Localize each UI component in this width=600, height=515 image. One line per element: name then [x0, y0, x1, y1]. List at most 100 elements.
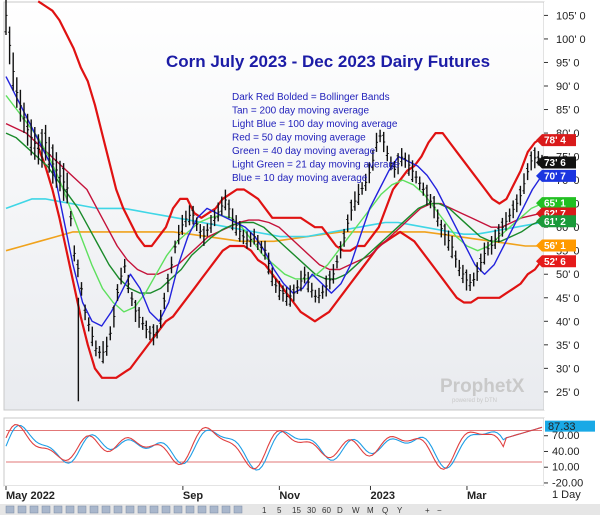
toolbar-icon	[29, 505, 39, 514]
toolbar-icon	[125, 505, 135, 514]
toolbar-icon	[17, 505, 27, 514]
stochastic-oscillator: 70.00 40.00 10.00 -20.00 87.33	[5, 420, 595, 489]
price-tag-box	[536, 255, 576, 268]
x-tick-label: Sep	[183, 490, 203, 502]
toolbar-icon	[137, 505, 147, 514]
toolbar-interval-button[interactable]: 5	[277, 506, 282, 515]
ma-21-line	[5, 94, 543, 313]
legend-note: Light Green = 21 day moving average	[232, 160, 400, 171]
price-tag-label: 65' 1	[544, 199, 566, 210]
y-tick-label: 85' 0	[556, 105, 580, 117]
toolbar-interval-button[interactable]: Y	[397, 506, 403, 515]
legend-note: Light Blue = 100 day moving average	[232, 119, 398, 130]
toolbar-interval-button[interactable]: Q	[382, 506, 388, 515]
toolbar-icon	[101, 505, 111, 514]
y-tick-label: 90' 0	[556, 81, 580, 93]
period-label[interactable]: 1 Day	[552, 489, 581, 501]
price-tag-label: 73' 6	[544, 158, 566, 169]
legend-note: Tan = 200 day moving average	[232, 106, 369, 117]
legend-notes: Dark Red Bolded = Bollinger Bands Tan = 2…	[232, 92, 400, 184]
price-tag-box	[536, 215, 576, 228]
watermark-tagline: powered by DTN	[452, 398, 497, 404]
oscillator-panel	[3, 417, 545, 487]
toolbar-icon	[233, 505, 243, 514]
y-tick-label: 35' 0	[556, 340, 580, 352]
x-tick-label: Mar	[467, 490, 487, 502]
y-tick-label: 30' 0	[556, 363, 580, 375]
ma-10-line	[5, 76, 543, 327]
osc-tick-label: -20.00	[552, 477, 583, 489]
legend-note: Blue = 10 day moving average	[232, 173, 368, 184]
y-tick-label: 55' 0	[556, 246, 580, 258]
toolbar-interval-button[interactable]: M	[367, 506, 374, 515]
oscillator-k-line	[5, 424, 543, 471]
bollinger-upper-band	[37, 0, 543, 252]
toolbar-icon	[221, 505, 231, 514]
toolbar-icon	[41, 505, 51, 514]
toolbar-icon	[149, 505, 159, 514]
y-tick-label: 100' 0	[556, 34, 586, 46]
price-tag-label: 70' 7	[544, 171, 566, 182]
bottom-toolbar	[0, 504, 600, 515]
chart-title: Corn July 2023 - Dec 2023 Dairy Futures	[166, 52, 490, 71]
toolbar-icon	[53, 505, 63, 514]
ma-50-line	[5, 122, 543, 275]
y-tick-label: 50' 0	[556, 269, 580, 281]
toolbar-interval-button[interactable]: 30	[307, 506, 316, 515]
legend-note: Dark Red Bolded = Bollinger Bands	[232, 92, 390, 103]
y-tick-label: 25' 0	[556, 387, 580, 399]
price-tag-label: 78' 4	[544, 136, 566, 147]
time-axis-ticks: May 2022 Sep Nov 2023 Mar	[5, 486, 487, 502]
price-tag-label: 61' 2	[544, 217, 566, 228]
y-tick-label: 105' 0	[556, 10, 586, 22]
osc-tick-label: 10.00	[552, 462, 580, 474]
toolbar-icon	[185, 505, 195, 514]
toolbar-icon	[65, 505, 75, 514]
price-tag-box	[536, 169, 576, 182]
toolbar-icon	[113, 505, 123, 514]
toolbar-interval-button[interactable]: 1	[262, 506, 267, 515]
toolbar-icon	[77, 505, 87, 514]
price-tags: 78' 4 73' 6 70' 7 65' 162' 761' 2 56' 1 52' 6	[536, 134, 576, 268]
toolbar-interval-button[interactable]: 15	[292, 506, 301, 515]
toolbar-buttons: 1 5 15 30 60 D W M Q Y + −	[5, 505, 442, 515]
zoom-out-button[interactable]: −	[437, 506, 442, 515]
zoom-in-button[interactable]: +	[425, 506, 430, 515]
y-tick-label: 95' 0	[556, 57, 580, 69]
osc-tick-label: 40.00	[552, 446, 580, 458]
y-tick-label: 40' 0	[556, 316, 580, 328]
x-tick-label: May 2022	[6, 490, 55, 502]
toolbar-icon	[173, 505, 183, 514]
price-tag-box	[536, 134, 576, 147]
ma-40-line	[5, 132, 543, 294]
toolbar-icon	[161, 505, 171, 514]
legend-note: Red = 50 day moving average	[232, 133, 366, 144]
toolbar-interval-button[interactable]: D	[337, 506, 343, 515]
toolbar-icon	[89, 505, 99, 514]
legend-note: Green = 40 day moving average	[232, 146, 376, 157]
x-tick-label: 2023	[370, 490, 394, 502]
toolbar-interval-button[interactable]: W	[352, 506, 360, 515]
price-bars	[4, 0, 544, 402]
toolbar-icon	[197, 505, 207, 514]
price-tag-label: 52' 6	[544, 257, 566, 268]
time-axis	[4, 486, 544, 504]
price-tag-box	[536, 239, 576, 252]
osc-readout-label: 87.33	[548, 421, 576, 433]
osc-readout-box	[545, 420, 595, 432]
osc-tick-label: 70.00	[552, 430, 580, 442]
prophetx-watermark: ProphetX	[440, 376, 525, 397]
price-tag-label: 56' 1	[544, 241, 566, 252]
indicator-lines	[5, 0, 543, 379]
price-tag-box	[536, 156, 576, 169]
x-tick-label: Nov	[279, 490, 301, 502]
price-tag-box	[536, 197, 576, 210]
toolbar-interval-button[interactable]: 60	[322, 506, 331, 515]
ma-200-line	[5, 231, 542, 252]
price-panel	[3, 1, 545, 411]
toolbar-icon	[209, 505, 219, 514]
toolbar-icon	[5, 505, 15, 514]
oscillator-d-line	[5, 424, 543, 470]
